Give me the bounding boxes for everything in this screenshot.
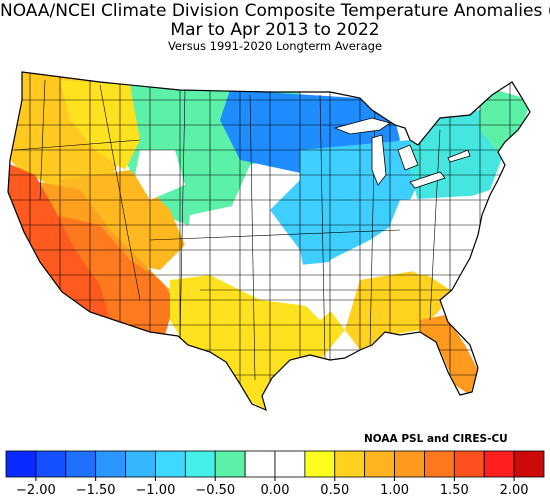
legend-swatch (394, 450, 425, 478)
neutral-central-plains (185, 200, 300, 290)
legend-swatch (334, 450, 366, 478)
legend-tick-label: 1.50 (440, 483, 469, 498)
legend-swatch (453, 450, 485, 478)
legend-tick-label: −1.00 (136, 483, 176, 498)
legend-swatch (35, 450, 67, 478)
legend-swatch (244, 450, 276, 478)
map-baseline-note: Versus 1991-2020 Longterm Average (167, 39, 383, 53)
map-title: NOAA/NCEI Climate Division Composite Tem… (0, 1, 550, 21)
us-climate-division-map (7, 71, 531, 411)
legend-swatch (513, 450, 545, 478)
legend-swatch (125, 450, 156, 478)
legend-swatch (95, 450, 126, 478)
legend-swatch (184, 450, 216, 478)
legend-swatch (214, 450, 246, 478)
legend-swatch (364, 450, 395, 478)
legend-tick-label: −2.00 (16, 483, 56, 498)
region-texas-south (170, 275, 345, 410)
legend-swatch (304, 450, 336, 478)
data-credit: NOAA PSL and CIRES-CU (364, 433, 508, 445)
legend-swatch (483, 450, 515, 478)
neutral-mid-atlantic (390, 195, 485, 275)
legend-tick-label: −1.50 (76, 483, 116, 498)
legend-tick-label: 0.50 (320, 483, 349, 498)
legend-swatch (65, 450, 97, 478)
great-lakes (333, 117, 471, 189)
legend-swatch (5, 450, 37, 478)
legend-swatch (424, 450, 455, 478)
map-subtitle: Mar to Apr 2013 to 2022 (170, 20, 380, 40)
legend-swatch (155, 450, 186, 478)
legend-tick-label: 1.00 (380, 483, 409, 498)
legend-tick-label: −0.50 (195, 483, 235, 498)
legend-tick-label: 0.00 (261, 483, 290, 498)
legend-tick-label: 2.00 (500, 483, 529, 498)
legend-swatch (274, 450, 306, 478)
